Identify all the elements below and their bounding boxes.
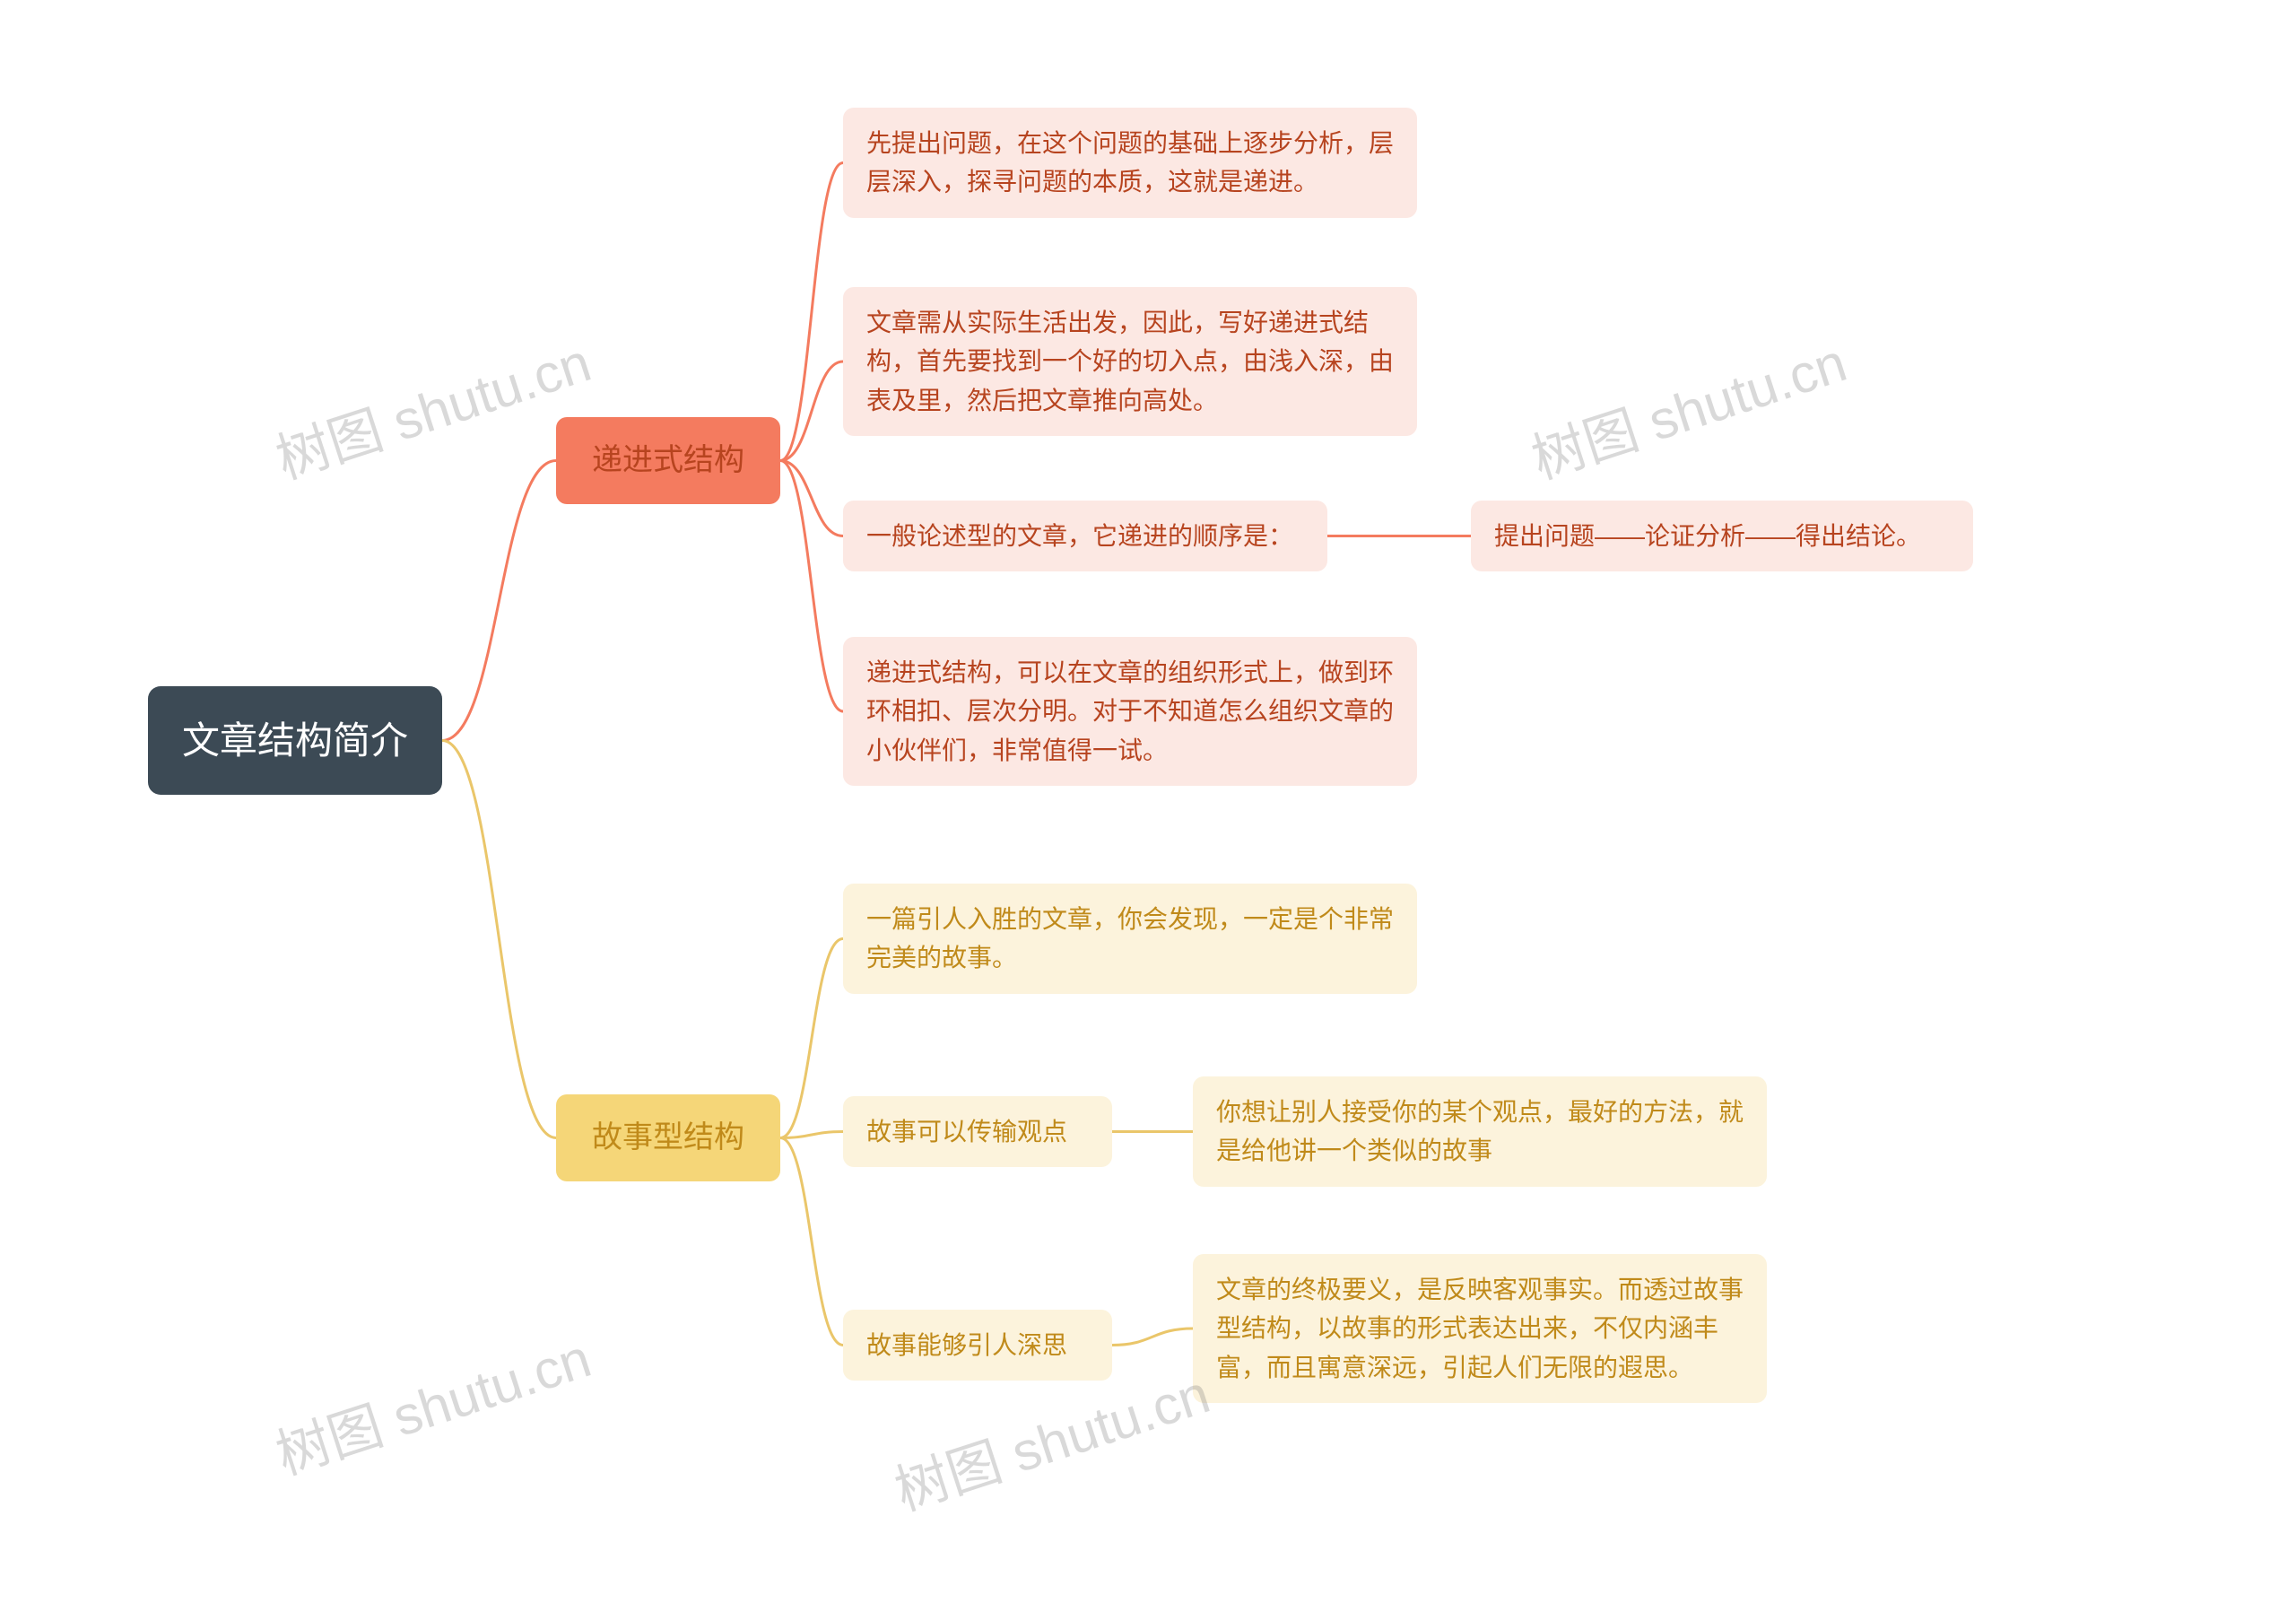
mindmap-node-b2c2a: 你想让别人接受你的某个观点，最好的方法，就是给他讲一个类似的故事 [1193, 1076, 1767, 1187]
connector-layer [0, 0, 2296, 1603]
mindmap-node-b1c4: 递进式结构，可以在文章的组织形式上，做到环环相扣、层次分明。对于不知道怎么组织文… [843, 637, 1417, 786]
mindmap-node-b1c3: 一般论述型的文章，它递进的顺序是： [843, 501, 1327, 571]
mindmap-node-b1c1: 先提出问题，在这个问题的基础上逐步分析，层层深入，探寻问题的本质，这就是递进。 [843, 108, 1417, 218]
mindmap-node-b2c3: 故事能够引人深思 [843, 1310, 1112, 1381]
watermark-0: 树图 shutu.cn [265, 319, 599, 494]
watermark-1: 树图 shutu.cn [1520, 319, 1855, 494]
mindmap-node-b1c2: 文章需从实际生活出发，因此，写好递进式结构，首先要找到一个好的切入点，由浅入深，… [843, 287, 1417, 436]
mindmap-node-b1c3a: 提出问题——论证分析——得出结论。 [1471, 501, 1973, 571]
mindmap-node-b2c1: 一篇引人入胜的文章，你会发现，一定是个非常完美的故事。 [843, 884, 1417, 994]
mindmap-node-b2c3a: 文章的终极要义，是反映客观事实。而透过故事型结构，以故事的形式表达出来，不仅内涵… [1193, 1254, 1767, 1403]
mindmap-node-b1: 递进式结构 [556, 417, 780, 504]
mindmap-node-root: 文章结构简介 [148, 686, 442, 795]
mindmap-node-b2c2: 故事可以传输观点 [843, 1096, 1112, 1167]
mindmap-node-b2: 故事型结构 [556, 1094, 780, 1181]
watermark-2: 树图 shutu.cn [265, 1315, 599, 1490]
